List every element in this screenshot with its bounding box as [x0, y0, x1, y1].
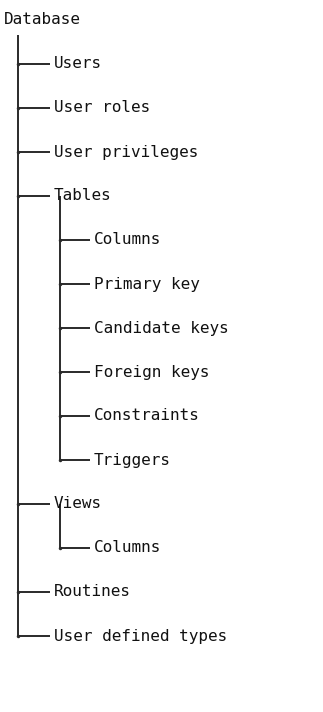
Text: Triggers: Triggers — [94, 453, 171, 468]
Text: Foreign keys: Foreign keys — [94, 365, 210, 379]
Text: Tables: Tables — [54, 189, 112, 204]
Text: Views: Views — [54, 496, 102, 511]
Text: User roles: User roles — [54, 100, 150, 115]
Text: User privileges: User privileges — [54, 145, 198, 159]
Text: Routines: Routines — [54, 585, 131, 600]
Text: User defined types: User defined types — [54, 629, 227, 644]
Text: Candidate keys: Candidate keys — [94, 320, 229, 335]
Text: Database: Database — [4, 13, 81, 28]
Text: Primary key: Primary key — [94, 276, 200, 291]
Text: Constraints: Constraints — [94, 409, 200, 424]
Text: Columns: Columns — [94, 540, 162, 555]
Text: Users: Users — [54, 56, 102, 71]
Text: Columns: Columns — [94, 233, 162, 248]
